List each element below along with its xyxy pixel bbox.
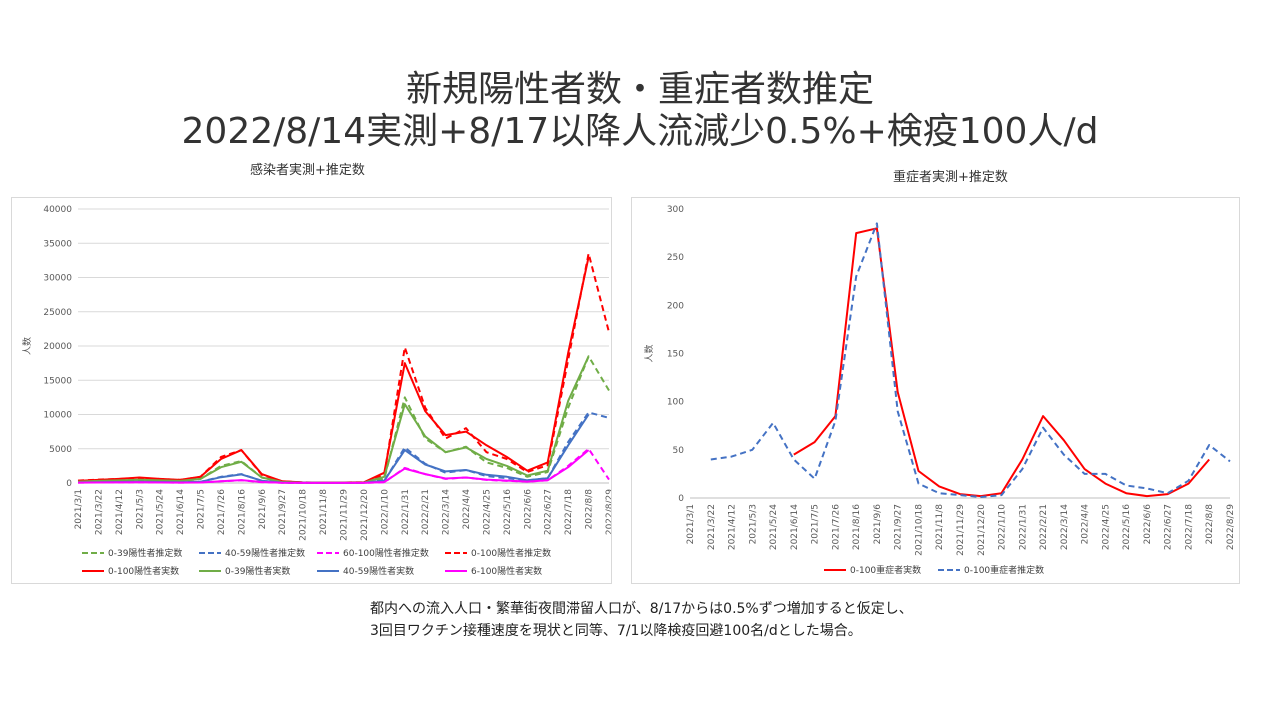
series-line (77, 449, 590, 484)
y-tick-label: 35000 (43, 239, 72, 249)
x-tick-label: 2022/6/6 (1143, 504, 1153, 545)
x-tick-label: 2022/8/8 (585, 489, 595, 530)
x-tick-label: 2021/7/26 (831, 504, 841, 550)
x-tick-label: 2022/4/4 (1081, 504, 1091, 545)
y-axis-label: 人数 (643, 344, 655, 362)
y-axis-label: 人数 (21, 337, 33, 355)
x-tick-label: 2021/10/18 (299, 489, 309, 541)
x-tick-label: 2022/1/31 (1018, 504, 1028, 550)
x-tick-label: 2022/8/29 (1226, 504, 1236, 550)
y-tick-label: 0 (66, 479, 72, 489)
y-tick-label: 50 (673, 446, 685, 456)
x-tick-label: 2022/6/6 (523, 489, 533, 530)
y-tick-label: 300 (667, 205, 684, 215)
x-tick-label: 2021/6/14 (790, 504, 800, 550)
x-tick-label: 2021/3/22 (94, 489, 104, 535)
legend-label: 0-39陽性者推定数 (108, 547, 182, 559)
x-tick-label: 2021/12/20 (977, 504, 987, 556)
legend-label: 0-100陽性者実数 (108, 565, 179, 577)
series-line (77, 355, 590, 484)
x-tick-label: 2021/9/6 (258, 489, 268, 530)
x-tick-label: 2021/7/5 (811, 504, 821, 544)
y-tick-label: 5000 (49, 445, 72, 455)
y-tick-label: 250 (667, 253, 684, 263)
x-tick-label: 2021/12/20 (360, 489, 370, 541)
x-tick-label: 2021/11/29 (956, 504, 966, 556)
x-tick-label: 2022/2/21 (421, 489, 431, 535)
legend-label: 0-100重症者実数 (850, 564, 921, 576)
x-tick-label: 2021/4/12 (728, 504, 738, 550)
legend-label: 6-100陽性者実数 (471, 565, 542, 577)
x-tick-label: 2021/6/14 (176, 489, 186, 535)
x-tick-label: 2022/8/8 (1205, 504, 1215, 545)
y-tick-label: 10000 (43, 411, 72, 421)
x-tick-label: 2021/11/8 (935, 504, 945, 550)
x-tick-label: 2021/11/29 (340, 489, 350, 541)
severe-chart-title: 重症者実測+推定数 (893, 170, 1008, 185)
x-tick-label: 2021/5/3 (135, 489, 145, 529)
x-tick-label: 2021/11/8 (319, 489, 329, 535)
y-tick-label: 40000 (43, 205, 72, 215)
y-tick-label: 100 (667, 398, 684, 408)
x-tick-label: 2022/7/18 (1184, 504, 1194, 550)
x-tick-label: 2022/6/27 (1164, 504, 1174, 550)
x-tick-label: 2021/9/6 (873, 504, 883, 545)
series-line (77, 252, 610, 484)
x-tick-label: 2022/6/27 (544, 489, 554, 535)
severe-chart: 0 50 100 150 200 250 300 2021/3/1 2021/3/22 2021/… (643, 205, 1236, 576)
x-tick-label: 2022/4/4 (462, 489, 472, 530)
x-tick-label: 2021/5/3 (748, 504, 758, 544)
main-title-line1: 新規陽性者数・重症者数推定 (405, 69, 874, 110)
y-tick-label: 200 (667, 301, 684, 311)
x-tick-label: 2022/1/10 (998, 504, 1008, 550)
x-tick-label: 2021/7/26 (217, 489, 227, 535)
x-tick-label: 2021/8/16 (237, 489, 247, 535)
x-tick-label: 2022/1/10 (380, 489, 390, 535)
footnote: 都内への流入人口・繁華街夜間滞留人口が、8/17からは0.5%ずつ増加すると仮定… (370, 598, 913, 642)
x-tick-label: 2021/7/5 (197, 489, 207, 529)
series-line (793, 227, 1210, 498)
x-tick-label: 2022/4/25 (1101, 504, 1111, 550)
x-tick-label: 2021/9/27 (894, 504, 904, 550)
y-tick-label: 25000 (43, 308, 72, 318)
legend-label: 0-100重症者推定数 (964, 564, 1044, 576)
legend-label: 60-100陽性者推定数 (343, 547, 429, 559)
x-tick-label: 2021/10/18 (914, 504, 924, 556)
x-tick-label: 2022/7/18 (564, 489, 574, 535)
x-tick-label: 2021/3/22 (707, 504, 717, 550)
y-tick-label: 20000 (43, 342, 72, 352)
infection-chart-panel: 0 5000 10000 15000 20000 25000 30000 35000 40000… (11, 197, 615, 584)
x-tick-label: 2021/9/27 (278, 489, 288, 535)
x-tick-label: 2022/2/21 (1039, 504, 1049, 550)
legend-label: 0-39陽性者実数 (225, 565, 290, 577)
y-tick-label: 30000 (43, 274, 72, 284)
footnote-line1: 都内への流入人口・繁華街夜間滞留人口が、8/17からは0.5%ずつ増加すると仮定… (370, 601, 913, 617)
series-line (710, 222, 1231, 498)
infection-chart: 0 5000 10000 15000 20000 25000 30000 35000 40000… (21, 205, 615, 577)
x-tick-label: 2022/5/16 (1122, 504, 1132, 550)
legend-label: 0-100陽性者推定数 (471, 547, 551, 559)
x-tick-label: 2021/8/16 (852, 504, 862, 550)
severe-chart-panel: 0 50 100 150 200 250 300 2021/3/1 2021/3/22 2021/… (631, 197, 1240, 584)
y-tick-label: 15000 (43, 376, 72, 386)
x-tick-label: 2022/3/14 (1060, 504, 1070, 550)
x-tick-label: 2021/3/1 (686, 504, 696, 544)
x-tick-label: 2022/3/14 (442, 489, 452, 535)
legend-label: 40-59陽性者実数 (343, 565, 414, 577)
infection-chart-title: 感染者実測+推定数 (250, 163, 365, 178)
y-tick-label: 150 (667, 350, 684, 360)
footnote-line2: 3回目ワクチン接種速度を現状と同等、7/1以降検疫回避100名/dとした場合。 (370, 623, 862, 639)
x-tick-label: 2022/4/25 (482, 489, 492, 535)
x-tick-label: 2021/4/12 (115, 489, 125, 535)
x-tick-label: 2022/8/29 (605, 489, 611, 535)
main-title-line2: 2022/8/14実測+8/17以降人流減少0.5%+検疫100人/d (181, 111, 1099, 152)
y-tick-label: 0 (678, 494, 684, 504)
legend-label: 40-59陽性者推定数 (225, 547, 305, 559)
series-line (77, 355, 610, 484)
x-tick-label: 2021/3/1 (74, 489, 84, 529)
x-tick-label: 2021/5/24 (156, 489, 166, 535)
x-tick-label: 2022/1/31 (401, 489, 411, 535)
x-tick-label: 2021/5/24 (769, 504, 779, 550)
x-tick-label: 2022/5/16 (503, 489, 513, 535)
